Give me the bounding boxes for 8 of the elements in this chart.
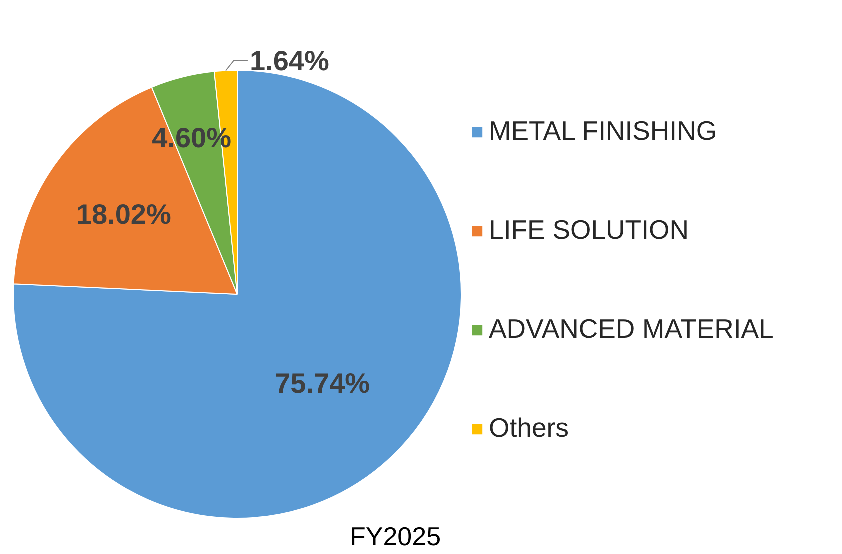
text: FY2025 xyxy=(350,522,442,552)
legend-label: METAL FINISHING xyxy=(489,116,718,147)
data-label: 18.02% xyxy=(76,199,172,230)
data-label: 75.74% xyxy=(275,368,370,400)
legend-label: Others xyxy=(489,413,569,444)
legend-label: LIFE SOLUTION xyxy=(489,215,689,246)
legend-label: ADVANCED MATERIAL xyxy=(489,314,774,345)
data-label: 1.64% xyxy=(250,45,330,76)
